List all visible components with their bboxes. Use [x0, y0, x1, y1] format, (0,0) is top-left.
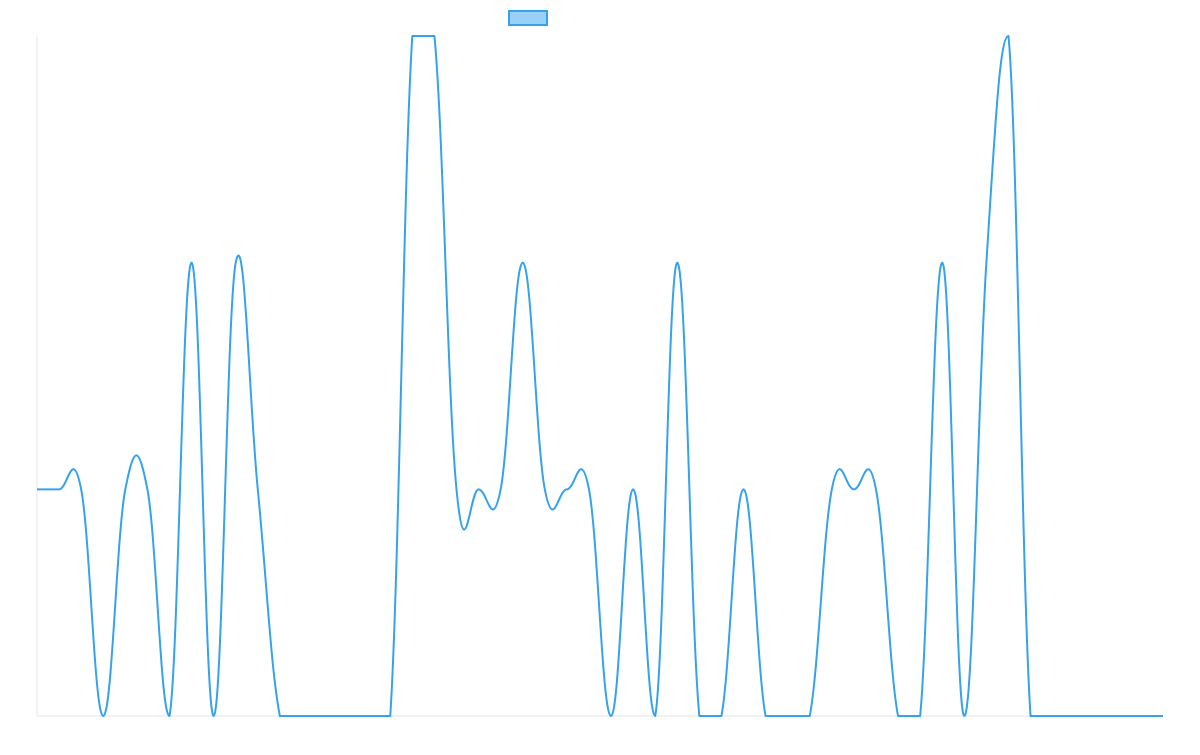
data-point[interactable]: [1116, 713, 1122, 719]
data-point[interactable]: [1050, 713, 1056, 719]
data-point[interactable]: [166, 713, 172, 719]
data-point[interactable]: [233, 260, 239, 266]
data-point[interactable]: [763, 713, 769, 719]
data-point[interactable]: [542, 486, 548, 492]
data-point[interactable]: [829, 486, 835, 492]
data-point[interactable]: [498, 486, 504, 492]
data-point[interactable]: [741, 486, 747, 492]
data-point[interactable]: [122, 486, 128, 492]
data-point[interactable]: [917, 713, 923, 719]
data-point[interactable]: [983, 260, 989, 266]
data-point[interactable]: [851, 486, 857, 492]
data-point[interactable]: [34, 486, 40, 492]
data-point[interactable]: [1138, 713, 1144, 719]
data-point[interactable]: [1160, 713, 1166, 719]
data-point[interactable]: [608, 713, 614, 719]
data-point[interactable]: [78, 486, 84, 492]
data-point[interactable]: [431, 33, 437, 39]
data-point[interactable]: [387, 713, 393, 719]
data-point[interactable]: [895, 713, 901, 719]
data-point[interactable]: [1028, 713, 1034, 719]
legend-swatch[interactable]: [508, 10, 548, 26]
data-point[interactable]: [1094, 713, 1100, 719]
data-point[interactable]: [409, 33, 415, 39]
data-point[interactable]: [564, 486, 570, 492]
data-point[interactable]: [277, 713, 283, 719]
data-point[interactable]: [365, 713, 371, 719]
data-point[interactable]: [630, 486, 636, 492]
data-point[interactable]: [144, 486, 150, 492]
data-point[interactable]: [321, 713, 327, 719]
data-point[interactable]: [1072, 713, 1078, 719]
data-point[interactable]: [696, 713, 702, 719]
data-point[interactable]: [674, 260, 680, 266]
data-point[interactable]: [100, 713, 106, 719]
data-point[interactable]: [299, 713, 305, 719]
data-point[interactable]: [718, 713, 724, 719]
data-point[interactable]: [873, 486, 879, 492]
data-point[interactable]: [211, 713, 217, 719]
data-point[interactable]: [56, 486, 62, 492]
data-point[interactable]: [807, 713, 813, 719]
data-point[interactable]: [476, 486, 482, 492]
data-point[interactable]: [255, 486, 261, 492]
data-point[interactable]: [189, 260, 195, 266]
data-point[interactable]: [652, 713, 658, 719]
data-point[interactable]: [1005, 33, 1011, 39]
data-point[interactable]: [343, 713, 349, 719]
data-point[interactable]: [520, 260, 526, 266]
data-point[interactable]: [785, 713, 791, 719]
data-point[interactable]: [939, 260, 945, 266]
data-point[interactable]: [961, 713, 967, 719]
data-point[interactable]: [453, 486, 459, 492]
series-line-0[interactable]: [37, 35, 1163, 717]
data-point[interactable]: [586, 486, 592, 492]
